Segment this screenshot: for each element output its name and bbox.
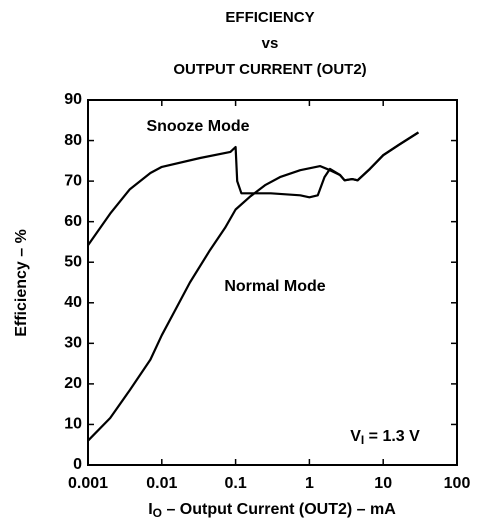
y-tick-label: 10 [64, 416, 82, 433]
y-tick-label: 0 [73, 456, 82, 473]
y-tick-label: 90 [64, 91, 82, 108]
y-tick-label: 70 [64, 172, 82, 189]
series-label: Normal Mode [224, 278, 325, 295]
chart-title: vs [262, 35, 279, 52]
annotation: VI = 1.3 V [350, 428, 420, 447]
y-axis-label: Efficiency – % [13, 229, 30, 337]
y-tick-label: 30 [64, 335, 82, 352]
x-tick-label: 0.001 [68, 475, 108, 492]
annotation-sub: I [361, 433, 364, 447]
y-tick-label: 50 [64, 253, 82, 270]
y-tick-label: 80 [64, 132, 82, 149]
series-line [87, 131, 419, 442]
x-tick-label: 100 [444, 475, 471, 492]
series-line [87, 131, 419, 246]
annotation-part: V [350, 428, 361, 445]
chart-title: OUTPUT CURRENT (OUT2) [173, 61, 366, 78]
x-axis-label-part: – Output Current (OUT2) – mA [162, 501, 396, 518]
x-tick-label: 0.01 [146, 475, 177, 492]
x-tick-label: 1 [305, 475, 314, 492]
plot-frame [87, 99, 458, 466]
x-tick-label: 10 [374, 475, 392, 492]
y-tick-label: 20 [64, 375, 82, 392]
x-tick-label: 0.1 [224, 475, 246, 492]
x-axis-label-part: I [148, 501, 152, 518]
x-axis-label-sub: O [153, 506, 162, 520]
chart-title: EFFICIENCY [225, 9, 314, 26]
y-tick-label: 40 [64, 294, 82, 311]
y-tick-label: 60 [64, 213, 82, 230]
series-label: Snooze Mode [146, 118, 249, 135]
annotation-background [325, 422, 449, 452]
annotation-part: = 1.3 V [364, 428, 420, 445]
x-axis-label: IO – Output Current (OUT2) – mA [148, 501, 396, 520]
